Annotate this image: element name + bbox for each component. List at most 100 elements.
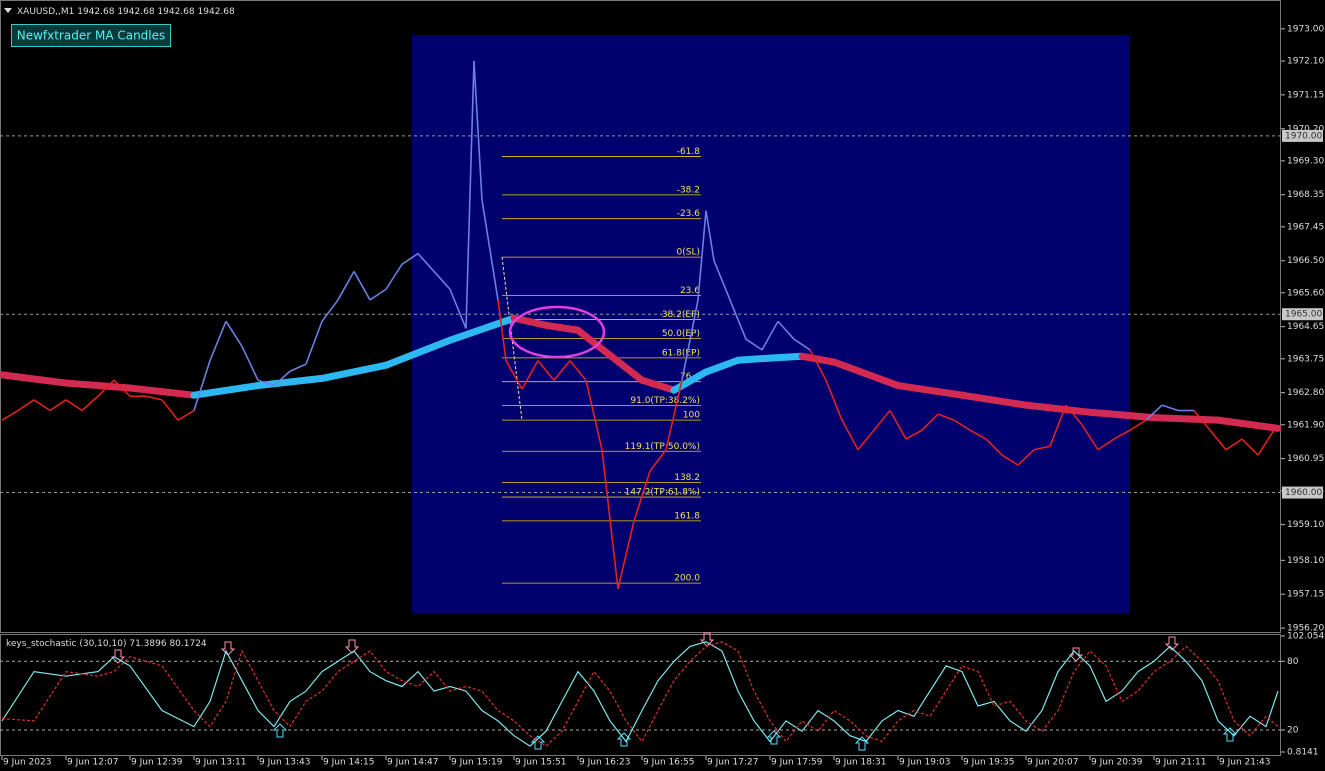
price-segment — [385, 263, 403, 290]
price-segment — [353, 271, 371, 301]
price-segment — [505, 360, 523, 390]
time-range-highlight — [412, 35, 1130, 613]
price-segment — [537, 360, 555, 381]
y-tick-label: 1972.10 — [1287, 56, 1324, 66]
price-segment — [857, 429, 875, 451]
y-tick-label: 1959.10 — [1287, 520, 1324, 530]
y-tick-label: 1964.65 — [1287, 322, 1324, 332]
button-box[interactable] — [11, 24, 171, 47]
ma-segment — [382, 336, 454, 369]
ma-segment — [1022, 401, 1094, 416]
fib-label: 38.2(EP) — [662, 310, 700, 320]
ma-segment — [574, 326, 614, 359]
chart-header: XAUUSD,,M1 1942.68 1942.68 1942.68 1942.… — [17, 7, 235, 17]
y-tick-label: 1968.35 — [1287, 190, 1324, 200]
price-segment — [697, 210, 707, 301]
y-tick-label: 1957.15 — [1287, 590, 1324, 600]
fib-label: -23.6 — [677, 209, 701, 219]
y-tick-label: 102.0549 — [1287, 632, 1325, 642]
indicator-button[interactable]: Newfxtrader MA Candles — [11, 24, 171, 47]
price-segment — [921, 413, 939, 431]
price-segment — [145, 395, 163, 401]
price-segment — [1097, 438, 1115, 451]
y-tick-label: 1970.20 — [1287, 124, 1324, 134]
price-segment — [1241, 438, 1259, 456]
price-segment — [585, 380, 603, 450]
ma-segment — [798, 352, 838, 366]
price-segment — [1081, 424, 1099, 451]
price-level-box — [1282, 486, 1323, 499]
x-tick-label: 9 Jun 21:43 — [1219, 758, 1270, 768]
price-segment — [289, 363, 307, 373]
price-segment — [1049, 404, 1067, 447]
price-level-label: 1970.00 — [1285, 131, 1322, 141]
price-level-box — [1282, 129, 1323, 142]
x-tick-label: 9 Jun 19:35 — [963, 758, 1014, 768]
y-tick-label: 1958.10 — [1287, 556, 1324, 566]
x-tick-label: 9 Jun 19:03 — [899, 758, 950, 768]
ma-segment — [766, 352, 806, 362]
y-tick-label: 1971.15 — [1287, 90, 1324, 100]
price-segment — [665, 380, 683, 450]
price-level-label: 1960.00 — [1285, 488, 1322, 498]
fib-label: -38.2 — [677, 185, 700, 195]
y-tick-label: 1956.20 — [1287, 624, 1324, 634]
x-tick-label: 9 Jun 20:39 — [1091, 758, 1143, 768]
price-segment — [985, 438, 1003, 456]
indicator-name: keys_stochastic (30,10,10) — [6, 639, 126, 649]
x-tick-label: 9 Jun 14:47 — [387, 758, 438, 768]
price-segment — [681, 299, 699, 381]
ma-segment — [1086, 408, 1158, 422]
fib-label: 161.8 — [674, 511, 700, 521]
price-segment — [337, 271, 355, 301]
price-segment — [601, 449, 619, 589]
ma-segment — [510, 314, 550, 329]
ma-segment — [638, 376, 678, 394]
y-tick-label: 20 — [1287, 726, 1299, 736]
fib-label: 147.2(TP:61.8%) — [625, 488, 700, 498]
price-segment — [1257, 429, 1275, 456]
price-segment — [489, 249, 499, 301]
price-segment — [1033, 445, 1051, 451]
price-segment — [417, 253, 435, 272]
ohlc: 1942.68 — [198, 7, 235, 17]
x-tick-label: 9 Jun 13:43 — [259, 758, 310, 768]
price-segment — [161, 399, 179, 421]
fib-label: 91.0(TP:38.2%) — [630, 396, 700, 406]
price-segment — [33, 399, 51, 412]
fib-label: 119.1(TP:50.0%) — [625, 442, 700, 452]
x-tick-label: 9 Jun 14:15 — [323, 758, 374, 768]
price-segment — [1129, 419, 1147, 431]
highlight-ellipse — [508, 305, 606, 359]
ma-segment — [734, 354, 774, 364]
price-segment — [449, 288, 467, 329]
fib-label: -61.8 — [677, 147, 701, 157]
price-segment — [1, 409, 19, 421]
price-segment — [1193, 410, 1211, 431]
price-segment — [729, 299, 747, 340]
price-segment — [113, 379, 131, 397]
price-segment — [889, 410, 907, 440]
price-segment — [761, 320, 779, 351]
x-tick-label: 9 Jun 20:07 — [1027, 758, 1078, 768]
price-segment — [1017, 449, 1035, 466]
ma-segment — [126, 384, 198, 399]
price-segment — [225, 320, 243, 347]
price-segment — [305, 321, 323, 365]
ma-segment — [0, 371, 70, 387]
price-segment — [649, 449, 667, 472]
ma-segment — [670, 368, 710, 394]
price-segment — [713, 260, 731, 301]
x-tick-label: 9 Jun 15:51 — [515, 758, 566, 768]
price-segment — [273, 370, 291, 387]
button-label[interactable]: Newfxtrader MA Candles — [17, 29, 166, 43]
price-segment — [209, 321, 227, 361]
x-tick-label: 9 Jun 16:55 — [643, 758, 694, 768]
indicator-value: 80.1724 — [169, 639, 206, 649]
fib-label: 0(SL) — [677, 248, 700, 258]
price-segment — [465, 60, 475, 329]
price-segment — [521, 360, 539, 390]
ma-segment — [542, 321, 582, 334]
price-segment — [841, 419, 859, 451]
fib-label: 200.0 — [674, 574, 700, 584]
